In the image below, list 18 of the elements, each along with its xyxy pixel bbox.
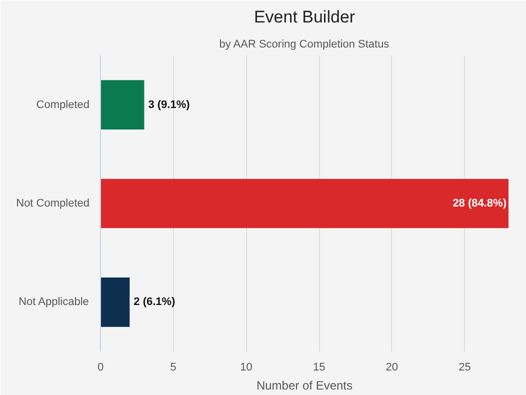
bar <box>100 278 130 327</box>
x-tick-label: 15 <box>312 362 326 374</box>
x-tick-label: 0 <box>97 362 104 374</box>
x-tick-label: 5 <box>170 362 176 374</box>
y-tick-label: Not Completed <box>16 198 90 210</box>
x-tick-label: 20 <box>386 362 398 374</box>
data-label: 28 (84.8%) <box>452 198 507 210</box>
bar <box>100 178 508 228</box>
data-label: 3 (9.1%) <box>148 98 190 111</box>
x-tick-label: 10 <box>240 362 252 374</box>
x-tick-label: 25 <box>458 362 471 374</box>
x-axis-title: Number of Events <box>256 378 353 392</box>
bar <box>100 80 144 130</box>
y-tick-label: Not Applicable <box>18 296 89 308</box>
chart-title: Event Builder <box>254 8 356 26</box>
data-label: 2 (6.1%) <box>134 296 176 308</box>
y-tick-label: Completed <box>36 98 90 111</box>
chart-subtitle: by AAR Scoring Completion Status <box>219 38 390 50</box>
